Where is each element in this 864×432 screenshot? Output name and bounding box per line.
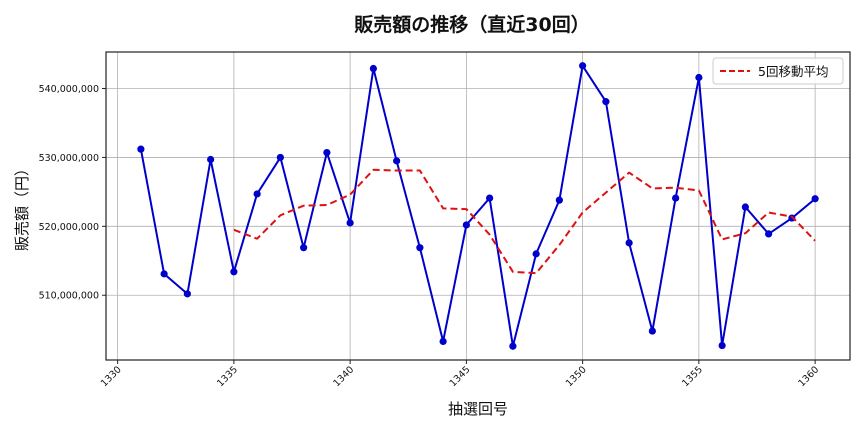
sales-data-point (672, 194, 680, 202)
sales-data-point (137, 145, 145, 153)
sales-data-point (765, 230, 773, 238)
sales-data-point (346, 219, 354, 227)
sales-data-point (253, 190, 261, 198)
chart-title: 販売額の推移（直近30回） (354, 13, 589, 36)
x-tick-label: 1330 (99, 364, 124, 389)
x-tick-label: 1345 (448, 364, 473, 389)
sales-data-point (718, 341, 726, 350)
y-tick-label: 540,000,000 (39, 84, 99, 95)
sales-data-point (160, 270, 168, 278)
sales-line (139, 64, 816, 348)
sales-data-point (695, 73, 703, 82)
sales-data-point (369, 64, 377, 73)
sales-data-point (532, 250, 540, 258)
sales-data-point (811, 195, 819, 203)
grid-lines (106, 52, 850, 360)
y-tick-label: 520,000,000 (39, 222, 99, 233)
sales-data-point (183, 290, 191, 298)
sales-data-point (462, 221, 470, 229)
sales-data-point (300, 244, 308, 252)
y-axis-ticks: 510,000,000 520,000,000 530,000,000 540,000… (39, 84, 106, 302)
x-tick-label: 1360 (796, 364, 821, 389)
axes-frame (105, 51, 851, 361)
sales-data-point (648, 327, 656, 335)
sales-data-point (416, 244, 424, 252)
y-tick-label: 530,000,000 (39, 153, 99, 164)
sales-data-point (625, 239, 633, 247)
sales-data-point (602, 98, 610, 106)
sales-data-point (276, 153, 284, 162)
x-tick-label: 1350 (564, 364, 589, 389)
legend-box (712, 57, 844, 85)
x-tick-label: 1335 (215, 364, 240, 389)
sales-data-point (486, 194, 494, 202)
plot-area (137, 62, 819, 350)
sales-data-point (207, 155, 215, 164)
sales-data-point (741, 203, 749, 211)
sales-data-point (323, 148, 331, 157)
sales-data-point (509, 342, 517, 350)
sales-data-point (439, 337, 447, 345)
sales-data-point (393, 157, 401, 165)
x-axis-label: 抽選回号 (448, 400, 508, 418)
legend-entry-moving-average: 5回移動平均 (758, 64, 828, 79)
sales-data-point (579, 62, 587, 70)
x-axis-ticks: 1330 1335 1340 1345 1350 1355 1360 (99, 360, 821, 389)
x-tick-label: 1355 (680, 364, 705, 389)
y-axis-label: 販売額（円） (13, 161, 31, 251)
x-tick-label: 1340 (331, 364, 356, 389)
moving-average-line (233, 168, 816, 275)
y-tick-label: 510,000,000 (39, 291, 99, 302)
legend: 5回移動平均 (712, 57, 844, 85)
sales-data-point (230, 268, 238, 276)
sales-data-point (555, 196, 563, 204)
